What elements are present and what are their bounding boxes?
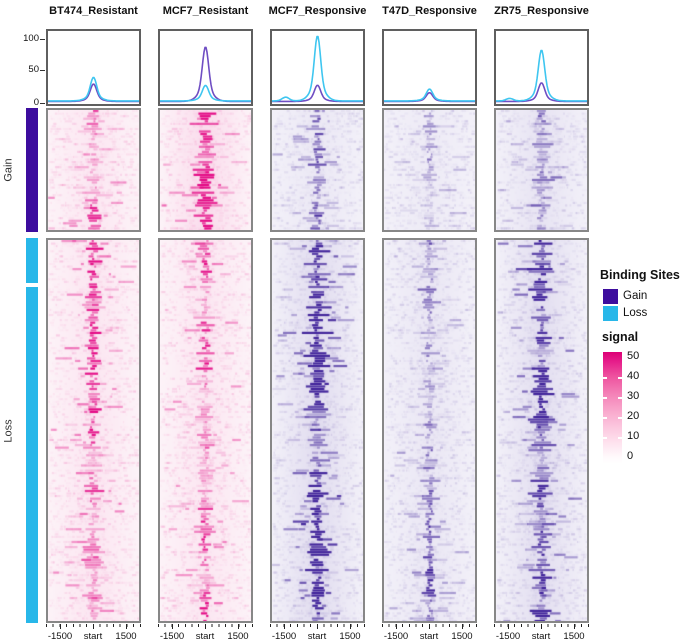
x-axis: -1500 start 1500 — [158, 624, 253, 643]
heatmap-gain-mcf7resp — [270, 108, 365, 232]
x-tick-label: 1500 — [339, 631, 361, 642]
profile-plot-zr75-responsive — [494, 29, 589, 106]
row-group-bar-gain — [26, 108, 38, 232]
colorbar-label: 50 — [627, 350, 640, 362]
colorbar-tick — [603, 377, 607, 379]
colorbar-tick — [603, 397, 607, 399]
x-tick-label: -1500 — [495, 631, 521, 642]
profile-lines — [384, 88, 475, 103]
heatmap-gain-zr75 — [494, 108, 589, 232]
colorbar-tick — [603, 417, 607, 419]
legend-label-gain: Gain — [623, 290, 648, 302]
colorbar-label: 40 — [627, 370, 640, 382]
column-title: T47D_Responsive — [382, 5, 477, 17]
heatmap-loss-t47d — [382, 238, 477, 623]
x-tick-label: -1500 — [383, 631, 409, 642]
x-axis-major-tick — [541, 624, 542, 629]
x-tick-label: 1500 — [563, 631, 585, 642]
colorbar-label: 10 — [627, 430, 640, 442]
heatmap-gain-mcf7r — [158, 108, 253, 232]
x-tick-label: 1500 — [115, 631, 137, 642]
x-tick-label: 1500 — [451, 631, 473, 642]
column-title: MCF7_Resistant — [162, 5, 249, 17]
column-title: BT474_Resistant — [49, 5, 138, 17]
x-axis-major-tick — [462, 624, 463, 629]
x-axis-major-tick — [317, 624, 318, 629]
profile-y-tick-label: 100 — [23, 33, 39, 44]
x-axis: -1500 start 1500 — [494, 624, 589, 643]
column-title: MCF7_Responsive — [268, 5, 367, 17]
legend-label-loss: Loss — [623, 307, 648, 319]
profile-y-tick-label: 0 — [33, 97, 39, 108]
colorbar-tick — [603, 437, 607, 439]
x-axis-major-tick — [60, 624, 61, 629]
loss-label: Loss — [3, 418, 15, 443]
x-axis-major-tick — [396, 624, 397, 629]
profile-lines — [496, 49, 587, 103]
row-group-label-loss: Loss — [0, 238, 18, 623]
profile-y-tick-mark — [40, 38, 45, 40]
x-tick-label: start — [195, 631, 215, 642]
x-axis-major-tick — [350, 624, 351, 629]
x-axis-major-tick — [284, 624, 285, 629]
x-tick-label: -1500 — [47, 631, 73, 642]
x-tick-label: 1500 — [227, 631, 249, 642]
profile-lines — [48, 76, 139, 103]
row-group-bar-gap — [26, 283, 38, 287]
heatmap-loss-zr75 — [494, 238, 589, 623]
legend-title: Binding Sites — [600, 268, 680, 282]
heatmap-gain-bt474 — [46, 108, 141, 232]
heatmap-loss-bt474 — [46, 238, 141, 623]
row-group-label-gain: Gain — [0, 108, 18, 232]
signal-colorbar — [603, 352, 622, 464]
colorbar-label: 30 — [627, 390, 640, 402]
x-axis: -1500 start 1500 — [382, 624, 477, 643]
x-tick-label: -1500 — [271, 631, 297, 642]
x-tick-label: -1500 — [159, 631, 185, 642]
x-axis-major-tick — [238, 624, 239, 629]
colorbar-label: 20 — [627, 410, 640, 422]
x-tick-label: start — [531, 631, 551, 642]
x-axis-major-tick — [126, 624, 127, 629]
colorbar-tick — [618, 417, 622, 419]
heatmap-loss-mcf7resp — [270, 238, 365, 623]
colorbar-label: 0 — [627, 450, 634, 462]
profile-y-tick-mark — [40, 69, 45, 71]
x-tick-label: start — [83, 631, 103, 642]
x-tick-label: start — [419, 631, 439, 642]
x-axis-major-tick — [172, 624, 173, 629]
column-title: ZR75_Responsive — [494, 5, 589, 17]
profile-y-tick-mark — [40, 102, 45, 104]
x-axis-major-tick — [574, 624, 575, 629]
x-axis-major-tick — [93, 624, 94, 629]
profile-plot-mcf7-responsive — [270, 29, 365, 106]
x-axis: -1500 start 1500 — [270, 624, 365, 643]
signal-legend-title: signal — [602, 330, 639, 344]
x-axis-major-tick — [508, 624, 509, 629]
x-tick-label: start — [307, 631, 327, 642]
profile-plot-t47d-responsive — [382, 29, 477, 106]
profile-plot-bt474-resistant — [46, 29, 141, 106]
profile-lines — [272, 35, 363, 103]
x-axis-major-tick — [429, 624, 430, 629]
profile-lines — [160, 46, 251, 103]
colorbar-tick — [618, 377, 622, 379]
legend-swatch-gain — [603, 289, 618, 304]
gain-label: Gain — [3, 158, 15, 182]
legend-swatch-loss — [603, 306, 618, 321]
row-group-bar-loss — [26, 238, 38, 623]
profile-plot-mcf7-resistant — [158, 29, 253, 106]
colorbar-tick — [618, 397, 622, 399]
colorbar-tick — [618, 437, 622, 439]
profile-y-tick-label: 50 — [28, 64, 39, 75]
x-axis-major-tick — [205, 624, 206, 629]
x-axis: -1500 start 1500 — [46, 624, 141, 643]
heatmap-gain-t47d — [382, 108, 477, 232]
heatmap-loss-mcf7r — [158, 238, 253, 623]
